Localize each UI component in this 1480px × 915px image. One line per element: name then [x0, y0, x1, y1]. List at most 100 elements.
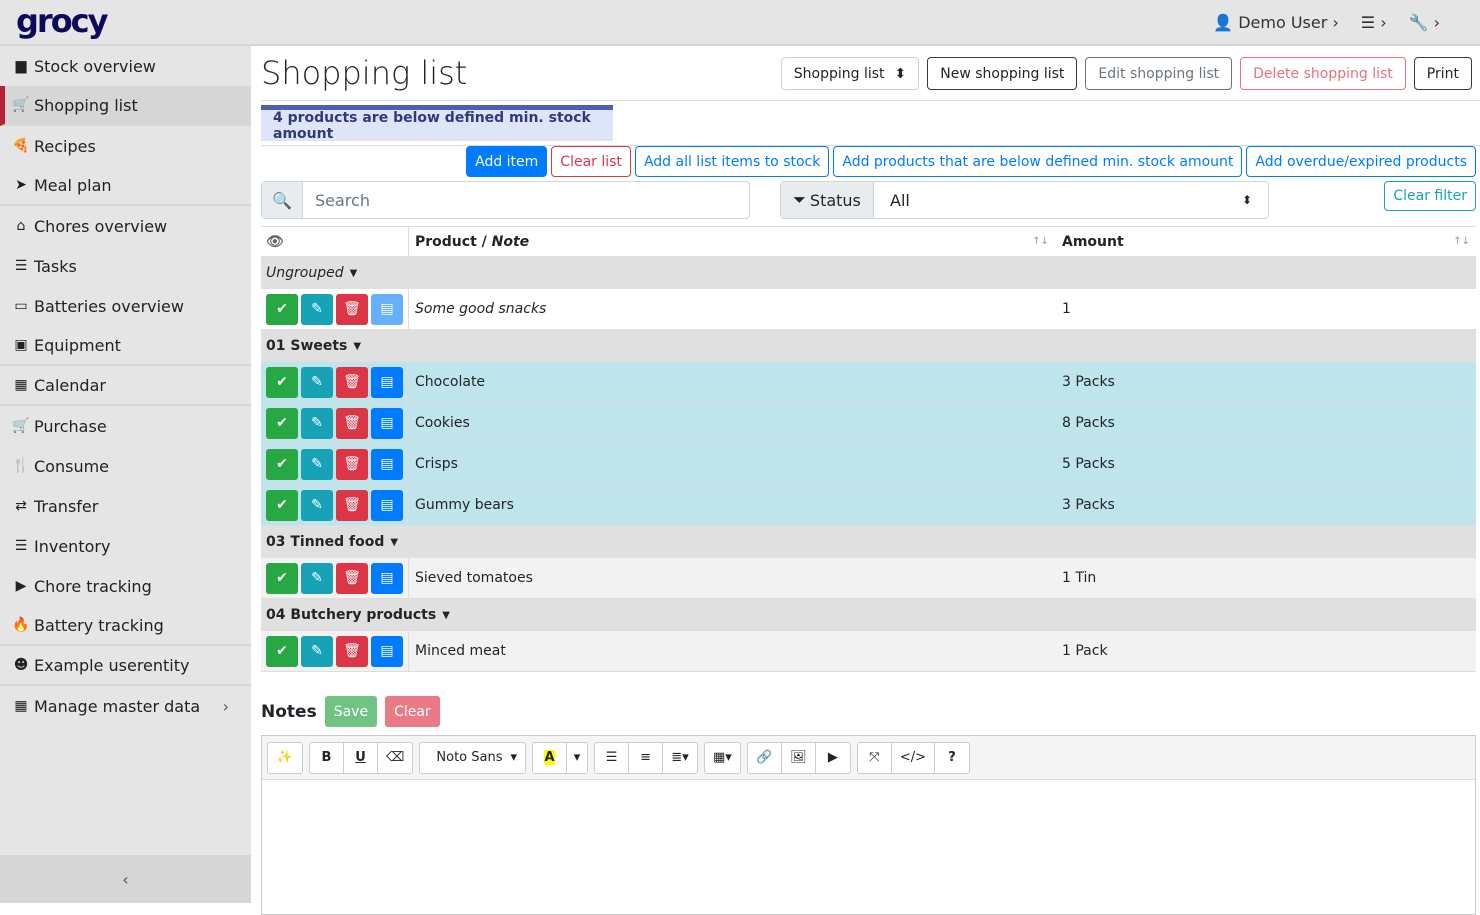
add-to-stock-button[interactable]: ▤: [371, 489, 403, 521]
mark-done-button[interactable]: ✔: [266, 293, 298, 325]
delete-shopping-list-button[interactable]: Delete shopping list: [1240, 57, 1406, 90]
mark-done-button[interactable]: ✔: [266, 366, 298, 398]
group-header[interactable]: 03 Tinned food ▼: [261, 526, 1476, 558]
add-item-button[interactable]: Add item: [466, 146, 548, 177]
settings-menu-icon[interactable]: ☰ ›: [1360, 13, 1387, 32]
edit-item-button[interactable]: ✎: [301, 407, 333, 439]
add-to-stock-button[interactable]: ▤: [371, 366, 403, 398]
edit-item-button[interactable]: ✎: [301, 489, 333, 521]
delete-item-button[interactable]: 🗑: [336, 562, 368, 594]
mark-done-button[interactable]: ✔: [266, 562, 298, 594]
sidebar-item-calendar[interactable]: ▦ Calendar: [0, 366, 251, 406]
delete-item-button[interactable]: 🗑: [336, 407, 368, 439]
add-all-to-stock-button[interactable]: Add all list items to stock: [634, 146, 830, 177]
delete-item-button[interactable]: 🗑: [336, 448, 368, 480]
clear-list-button[interactable]: Clear list: [551, 146, 631, 177]
sidebar-item-consume[interactable]: 🍴 Consume: [12, 456, 110, 476]
clear-filter-button[interactable]: Clear filter: [1384, 181, 1476, 211]
sidebar-item-transfer[interactable]: ⇄ Transfer: [0, 486, 251, 526]
caret-down-icon: ▼: [390, 536, 399, 548]
column-header-product[interactable]: Product / Note ↑↓: [415, 233, 1049, 250]
delete-item-button[interactable]: 🗑: [336, 293, 368, 325]
add-to-stock-button[interactable]: ▤: [371, 293, 403, 325]
user-menu[interactable]: 👤 Demo User ›: [1213, 13, 1339, 32]
edit-item-button[interactable]: ✎: [301, 448, 333, 480]
mark-done-button[interactable]: ✔: [266, 407, 298, 439]
editor-toolbar: ✨ B U ⌫ Noto Sans ▾ A ▾ ☰ ≡ ≣▾ ▦▾ 🔗 🖼 ▶ ⤧ </>?: [262, 736, 1475, 780]
fullscreen-icon[interactable]: ⤧: [858, 742, 892, 773]
underline-icon[interactable]: U: [344, 742, 378, 773]
font-family-dropdown[interactable]: Noto Sans ▾: [436, 750, 518, 765]
video-icon[interactable]: ▶: [827, 750, 838, 765]
help-icon[interactable]: ?: [948, 750, 956, 765]
bold-icon[interactable]: B: [310, 742, 344, 773]
paragraph-align-icon[interactable]: ≣▾: [671, 750, 689, 765]
smile-icon: ☻: [13, 657, 29, 673]
color-dropdown-icon[interactable]: ▾: [573, 750, 581, 765]
mark-done-button[interactable]: ✔: [266, 489, 298, 521]
status-select[interactable]: All ⬍: [890, 190, 1252, 210]
calendar-icon: ▦: [14, 377, 28, 393]
table-row: ✔ ✎ 🗑 ▤ Gummy bears 3 Packs: [261, 485, 1476, 526]
sidebar-item-example-userentity[interactable]: ☻ Example userentity: [0, 646, 251, 686]
delete-item-button[interactable]: 🗑: [336, 366, 368, 398]
exchange-icon: ⇄: [15, 498, 27, 514]
mark-done-button[interactable]: ✔: [266, 448, 298, 480]
add-below-min-stock-button[interactable]: Add products that are below defined min.…: [833, 146, 1243, 177]
sidebar-item-chores-overview[interactable]: ⌂ Chores overview: [0, 206, 251, 246]
group-header[interactable]: 04 Butchery products ▼: [261, 599, 1476, 631]
notes-editor[interactable]: ✨ B U ⌫ Noto Sans ▾ A ▾ ☰ ≡ ≣▾ ▦▾ 🔗 🖼 ▶ ⤧ </>?: [261, 735, 1476, 915]
picture-icon[interactable]: 🖼: [782, 742, 816, 773]
link-icon[interactable]: 🔗: [748, 742, 782, 773]
save-notes-button[interactable]: Save: [324, 696, 378, 727]
add-overdue-expired-button[interactable]: Add overdue/expired products: [1246, 146, 1476, 177]
sidebar-item-batteries-overview[interactable]: ▭ Batteries overview: [0, 286, 251, 326]
sidebar-item-battery-tracking[interactable]: 🔥 Battery tracking: [0, 606, 251, 646]
mark-done-button[interactable]: ✔: [266, 635, 298, 667]
sidebar-item-manage-master-data[interactable]: ▦ Manage master data ›: [0, 686, 251, 726]
eraser-icon[interactable]: ⌫: [386, 750, 405, 765]
edit-item-button[interactable]: ✎: [301, 635, 333, 667]
print-button[interactable]: Print: [1413, 57, 1472, 90]
sidebar-item-inventory[interactable]: ☰ Inventory: [0, 526, 251, 566]
new-shopping-list-button[interactable]: New shopping list: [927, 57, 1078, 90]
text-color-icon[interactable]: A: [533, 742, 568, 773]
box-icon: ▆: [15, 58, 27, 74]
column-header-amount[interactable]: Amount ↑↓: [1062, 233, 1470, 250]
sidebar-item-chore-tracking[interactable]: ▶ Chore tracking: [0, 566, 251, 606]
delete-item-button[interactable]: 🗑: [336, 635, 368, 667]
search-input[interactable]: Search: [315, 190, 370, 210]
code-view-icon[interactable]: </>: [892, 742, 935, 773]
below-min-stock-alert[interactable]: 4 products are below defined min. stock …: [261, 105, 613, 142]
sidebar-item-equipment[interactable]: ▣ Equipment: [0, 326, 251, 366]
sidebar-collapse-button[interactable]: ‹: [0, 855, 251, 903]
clear-notes-button[interactable]: Clear: [385, 696, 440, 727]
sidebar-item-tasks[interactable]: ☰ Tasks: [0, 246, 251, 286]
add-to-stock-button[interactable]: ▤: [371, 448, 403, 480]
ordered-list-icon[interactable]: ≡: [629, 742, 664, 773]
add-to-stock-button[interactable]: ▤: [371, 562, 403, 594]
column-visibility-icon[interactable]: 👁: [261, 227, 409, 256]
sidebar-item-recipes[interactable]: 🍕 Recipes: [12, 136, 96, 156]
shopping-list-select[interactable]: Shopping list ⬍: [780, 57, 920, 90]
add-to-stock-button[interactable]: ▤: [371, 635, 403, 667]
edit-item-button[interactable]: ✎: [301, 293, 333, 325]
edit-shopping-list-button[interactable]: Edit shopping list: [1085, 57, 1233, 90]
magic-wand-icon[interactable]: ✨: [276, 750, 294, 765]
edit-item-button[interactable]: ✎: [301, 366, 333, 398]
sidebar-item-purchase[interactable]: 🛒 Purchase: [12, 416, 107, 436]
delete-item-button[interactable]: 🗑: [336, 489, 368, 521]
unordered-list-icon[interactable]: ☰: [595, 742, 630, 773]
sidebar-item-stock-overview[interactable]: ▆ Stock overview: [0, 46, 251, 86]
group-header[interactable]: Ungrouped ▼: [261, 257, 1476, 289]
search-input-group: 🔍 Search: [261, 181, 750, 219]
group-header[interactable]: 01 Sweets ▼: [261, 330, 1476, 362]
add-to-stock-button[interactable]: ▤: [371, 407, 403, 439]
table-icon[interactable]: ▦▾: [713, 750, 732, 765]
wrench-menu-icon[interactable]: 🔧 ›: [1408, 13, 1440, 32]
grocy-logo[interactable]: grocy: [16, 2, 108, 40]
sidebar-item-shopping-list[interactable]: 🛒 Shopping list: [0, 86, 251, 126]
product-name: Crisps: [415, 456, 458, 472]
sidebar-item-meal-plan[interactable]: ➤ Meal plan: [0, 166, 251, 206]
edit-item-button[interactable]: ✎: [301, 562, 333, 594]
